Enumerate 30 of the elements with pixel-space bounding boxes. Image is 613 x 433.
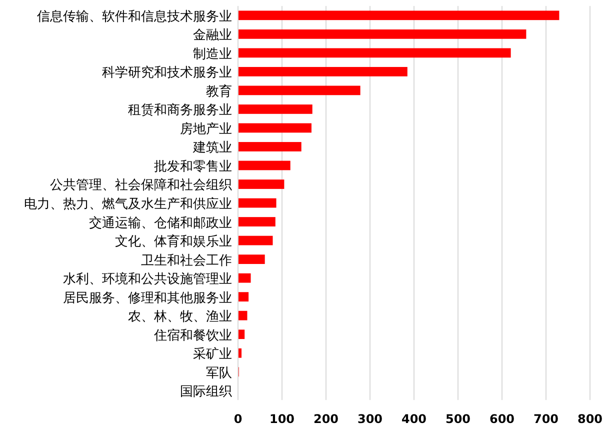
x-tick-label: 200 xyxy=(313,412,339,426)
y-tick-label: 金融业 xyxy=(193,28,232,44)
y-tick-label: 居民服务、修理和其他服务业 xyxy=(63,290,232,306)
x-tick-label: 800 xyxy=(577,412,603,426)
y-tick-label: 卫生和社会工作 xyxy=(141,253,232,268)
y-tick-label: 信息传输、软件和信息技术服务业 xyxy=(37,9,232,24)
y-tick-label: 建筑业 xyxy=(192,140,232,156)
y-tick-label: 军队 xyxy=(206,366,232,381)
y-tick-label: 教育 xyxy=(206,83,232,100)
x-tick-label: 100 xyxy=(269,412,295,426)
y-tick-label: 科学研究和技术服务业 xyxy=(102,66,232,81)
x-tick-label: 300 xyxy=(357,412,383,426)
x-tick-label: 600 xyxy=(489,412,515,426)
y-tick-label: 文化、体育和娱乐业 xyxy=(115,234,232,250)
y-tick-label: 制造业 xyxy=(193,46,232,62)
y-tick-label: 水利、环境和公共设施管理业 xyxy=(63,271,232,288)
y-tick-label: 房地产业 xyxy=(180,120,232,137)
x-tick-label: 400 xyxy=(401,412,427,426)
y-tick-label: 农、林、牧、渔业 xyxy=(128,310,232,325)
y-tick-label: 公共管理、社会保障和社会组织 xyxy=(50,178,232,194)
y-tick-label: 采矿业 xyxy=(193,347,232,362)
x-tick-label: 700 xyxy=(533,412,559,426)
y-tick-label: 批发和零售业 xyxy=(154,159,232,174)
y-tick-label: 租赁和商务服务业 xyxy=(128,103,232,118)
x-tick-label: 0 xyxy=(234,412,242,426)
y-tick-label: 住宿和餐饮业 xyxy=(153,327,232,344)
x-tick-label: 500 xyxy=(445,412,471,426)
y-tick-label: 国际组织 xyxy=(180,384,232,400)
y-tick-label: 交通运输、仓储和邮政业 xyxy=(89,214,232,231)
y-tick-label: 电力、热力、燃气及水生产和供应业 xyxy=(24,196,232,212)
